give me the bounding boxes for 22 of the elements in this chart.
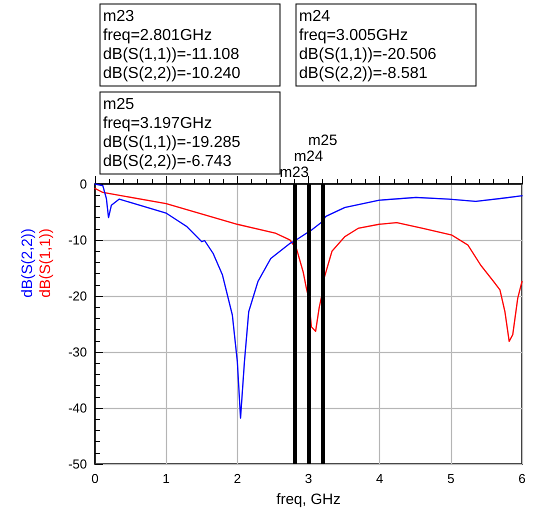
text: dB(S(2,2)): [19, 228, 36, 298]
x-tick-label: 1: [162, 471, 170, 486]
x-tick-label: 5: [447, 471, 454, 486]
text: m23 freq=2.801GHz dB(S(1,1))=-11.108 dB(S(2,2))=-10.240: [103, 8, 241, 82]
x-tick-label: 3: [304, 471, 312, 486]
y-tick-label: -10: [68, 232, 87, 248]
y-tick-label: -30: [68, 344, 87, 360]
ref-line-label: m25: [308, 132, 338, 149]
text: dB(S(1,1)): [37, 228, 54, 298]
y-tick-label: -50: [68, 456, 87, 472]
y-tick-label: 0: [80, 176, 87, 192]
text: m25 freq=3.197GHz dB(S(1,1))=-19.285 dB(S(2,2))=-6.743: [103, 96, 241, 170]
x-tick-label: 6: [518, 471, 526, 486]
y-tick-label: -40: [68, 400, 87, 416]
ref-line-label: m23: [280, 164, 309, 181]
x-tick-label: 0: [91, 471, 99, 486]
y-tick-label: -20: [68, 288, 87, 304]
x-tick-label: 2: [234, 471, 241, 486]
x-axis-title: freq, GHz: [276, 491, 341, 508]
x-tick-label: 4: [376, 471, 384, 486]
ref-line-label: m24: [294, 148, 324, 165]
text: m24 freq=3.005GHz dB(S(1,1))=-20.506 dB(S(2,2))=-8.581: [299, 8, 437, 82]
